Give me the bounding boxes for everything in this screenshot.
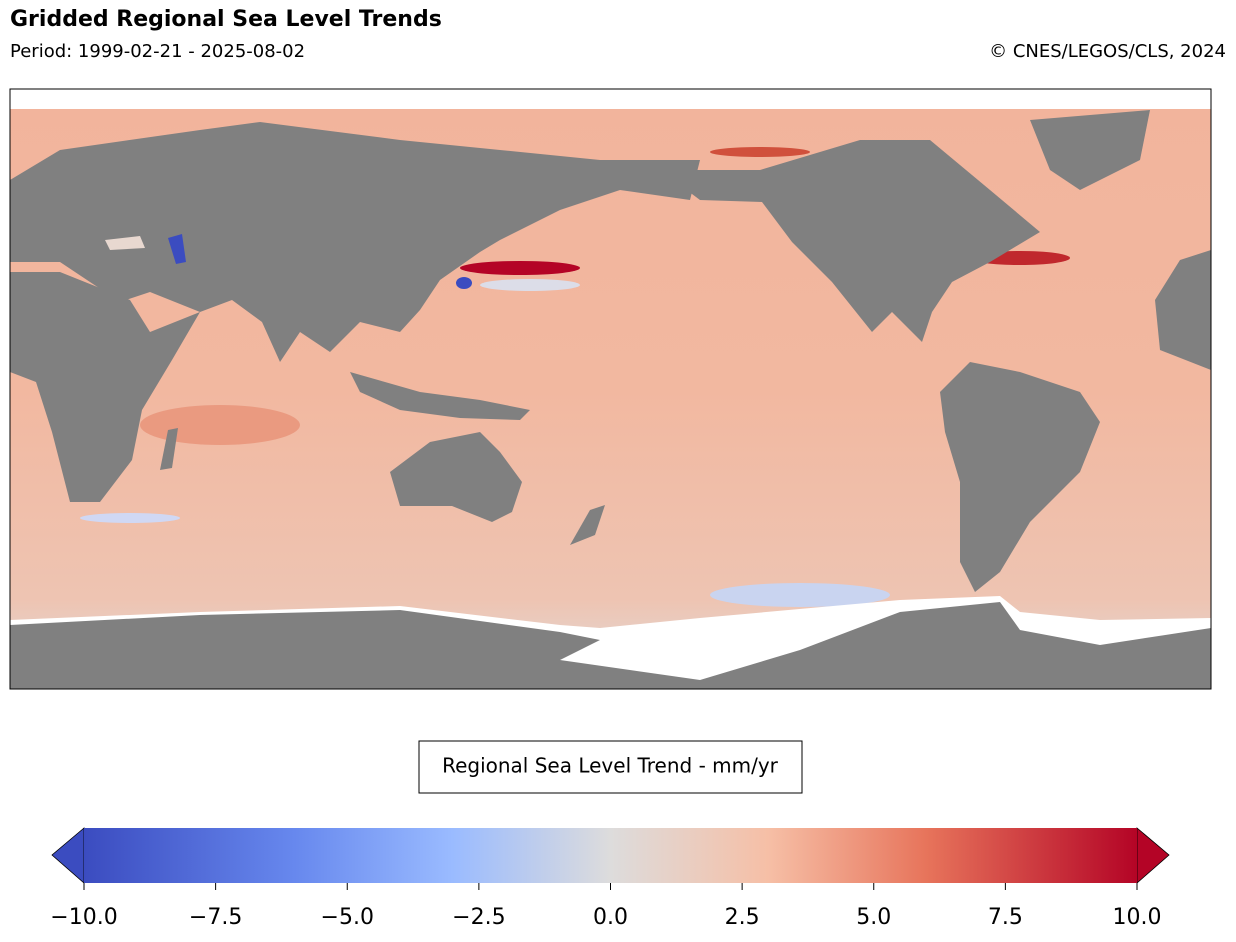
colorbar-tick-label: 10.0 bbox=[1113, 905, 1162, 930]
warm-spot bbox=[140, 405, 300, 445]
europe-west bbox=[1155, 250, 1211, 370]
title: Gridded Regional Sea Level Trends bbox=[10, 7, 442, 32]
cold-eddy bbox=[456, 277, 472, 289]
colorbar-ticks: −10.0 −7.5 −5.0 −2.5 0.0 2.5 5.0 7.5 10.0 bbox=[50, 883, 1161, 930]
colorbar-label: Regional Sea Level Trend - mm/yr bbox=[442, 754, 779, 778]
south-america bbox=[940, 362, 1100, 592]
kuroshio bbox=[460, 261, 580, 275]
colorbar-tick-label: −5.0 bbox=[321, 905, 374, 930]
cool-spot bbox=[80, 513, 180, 523]
antarctica bbox=[10, 602, 1211, 689]
colorbar-tick-label: 0.0 bbox=[593, 905, 628, 930]
colorbar bbox=[84, 828, 1137, 883]
colorbar-tick-label: −7.5 bbox=[189, 905, 242, 930]
colorbar-tick-label: 2.5 bbox=[725, 905, 760, 930]
period: Period: 1999-02-21 - 2025-08-02 bbox=[10, 41, 305, 62]
eurasia bbox=[10, 122, 700, 362]
north-america bbox=[660, 140, 1040, 342]
colorbar-tick-label: −10.0 bbox=[50, 905, 117, 930]
cool-spot bbox=[480, 279, 580, 291]
cool-spot bbox=[710, 583, 890, 607]
caspian bbox=[168, 234, 186, 264]
colorbar-tick-label: 7.5 bbox=[988, 905, 1023, 930]
arctic-ice bbox=[10, 89, 1211, 109]
australia bbox=[390, 432, 522, 522]
africa bbox=[10, 272, 200, 502]
map-frame bbox=[9, 88, 1212, 690]
colorbar-extend-high bbox=[1136, 827, 1170, 884]
colorbar-extend-low bbox=[51, 827, 85, 884]
map bbox=[10, 89, 1211, 689]
warm-spot bbox=[710, 147, 810, 157]
indonesia bbox=[350, 372, 530, 420]
colorbar-tick-label: −2.5 bbox=[452, 905, 505, 930]
new-zealand bbox=[570, 505, 605, 545]
madagascar bbox=[160, 428, 178, 470]
greenland bbox=[1030, 110, 1150, 190]
colorbar-label-box bbox=[418, 740, 803, 794]
colorbar-tick-label: 5.0 bbox=[856, 905, 891, 930]
credit: © CNES/LEGOS/CLS, 2024 bbox=[989, 41, 1226, 62]
black-sea bbox=[105, 236, 145, 250]
